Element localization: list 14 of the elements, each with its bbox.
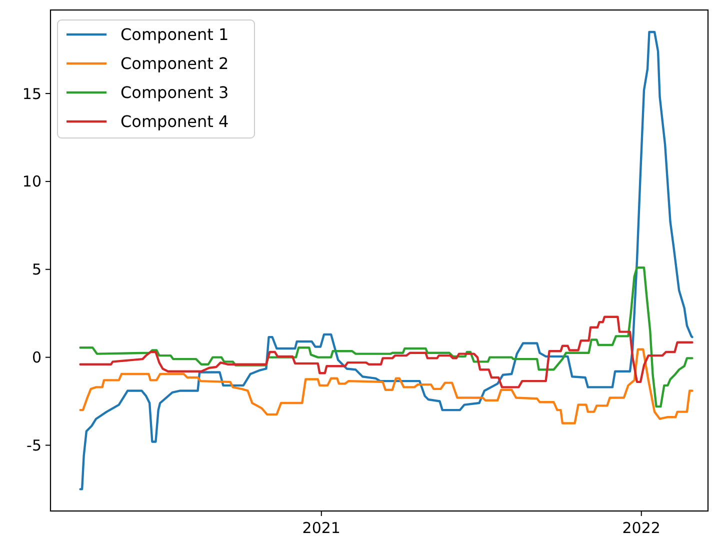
y-tick-label: 10 (22, 172, 42, 191)
y-tick-label: 15 (22, 84, 42, 103)
y-tick-label: 0 (32, 348, 42, 367)
line-series (79, 316, 694, 388)
y-tick-label: 5 (32, 260, 42, 279)
legend-label: Component 3 (120, 83, 229, 102)
line-series (79, 348, 694, 424)
legend-label: Component 4 (120, 112, 229, 132)
x-tick-label: 2022 (622, 519, 660, 537)
legend-label: Component 2 (120, 54, 229, 74)
y-tick-label: -5 (26, 436, 42, 454)
legend-label: Component 1 (120, 25, 229, 44)
x-tick-label: 2021 (302, 519, 340, 537)
line-series (79, 266, 694, 408)
